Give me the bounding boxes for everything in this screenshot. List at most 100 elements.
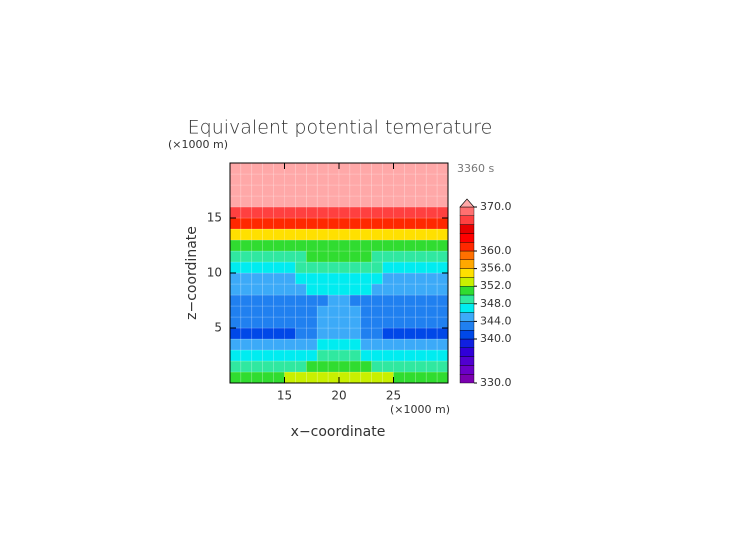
heat-cell: [262, 173, 274, 186]
heat-cell: [393, 162, 405, 175]
heat-cell: [251, 250, 264, 263]
heat-cell: [414, 239, 427, 252]
heat-cell: [262, 338, 274, 351]
colorbar-bin: [459, 215, 475, 225]
heat-cell: [316, 316, 329, 329]
heat-cell: [371, 283, 383, 296]
y-tick-label: 15: [207, 211, 222, 225]
heat-cell: [349, 239, 362, 252]
heat-cell: [262, 349, 274, 362]
heat-cell: [240, 305, 253, 318]
heat-cell: [251, 294, 264, 307]
heat-cell: [240, 173, 253, 186]
heat-cell: [229, 250, 242, 263]
heat-cell: [371, 272, 383, 285]
heat-cell: [240, 360, 253, 373]
heat-cell: [349, 360, 362, 373]
heat-cell: [262, 162, 274, 175]
heat-cell: [404, 250, 416, 263]
heat-cell: [414, 338, 427, 351]
heat-cell: [284, 173, 296, 186]
heat-cell: [371, 360, 383, 373]
heat-cell: [404, 228, 416, 241]
heat-cell: [316, 173, 329, 186]
heat-cell: [371, 349, 383, 362]
heat-cell: [229, 206, 242, 219]
heat-cell: [273, 195, 285, 208]
heat-cell: [425, 206, 438, 219]
heat-cell: [425, 228, 438, 241]
heat-cell: [284, 184, 296, 197]
heat-cell: [316, 349, 329, 362]
heat-cell: [393, 228, 405, 241]
heat-cell: [393, 316, 405, 329]
heat-cell: [414, 294, 427, 307]
heat-cell: [284, 305, 296, 318]
heat-cell: [436, 371, 449, 384]
chart-title: Equivalent potential temerature: [188, 117, 493, 139]
heat-cell: [295, 228, 307, 241]
heat-cell: [338, 162, 351, 175]
heat-cell: [284, 228, 296, 241]
heat-cell: [316, 338, 329, 351]
heat-cell: [273, 371, 285, 384]
heat-cell: [229, 173, 242, 186]
heat-cell: [327, 327, 340, 340]
heat-cell: [349, 316, 362, 329]
heat-cell: [240, 349, 253, 362]
heat-cell: [404, 327, 416, 340]
heat-cell: [229, 349, 242, 362]
heat-cell: [360, 239, 372, 252]
heat-cell: [436, 305, 449, 318]
heat-cell: [404, 162, 416, 175]
heat-cell: [316, 250, 329, 263]
heat-cell: [425, 195, 438, 208]
heat-cell: [382, 360, 394, 373]
heat-cell: [382, 371, 394, 384]
heat-cell: [327, 239, 340, 252]
heat-cell: [382, 173, 394, 186]
heat-cell: [393, 283, 405, 296]
heat-cell: [349, 261, 362, 274]
heat-cell: [382, 250, 394, 263]
heat-cell: [229, 272, 242, 285]
heat-cell: [284, 327, 296, 340]
heat-cell: [262, 360, 274, 373]
heat-cell: [262, 239, 274, 252]
heat-cell: [251, 206, 264, 219]
heat-cell: [393, 294, 405, 307]
heat-cell: [382, 283, 394, 296]
heat-cell: [382, 349, 394, 362]
heat-cell: [393, 371, 405, 384]
heat-cell: [349, 349, 362, 362]
heat-cell: [273, 261, 285, 274]
heat-cell: [338, 360, 351, 373]
heat-cell: [382, 338, 394, 351]
heat-cell: [273, 294, 285, 307]
colorbar-bin: [459, 294, 475, 305]
y-tick-label: 10: [207, 266, 222, 280]
heat-cell: [425, 338, 438, 351]
heat-cell: [414, 217, 427, 230]
heat-cell: [327, 206, 340, 219]
heat-cell: [436, 360, 449, 373]
heat-cell: [436, 162, 449, 175]
heat-cell: [273, 360, 285, 373]
colorbar-bin: [459, 374, 475, 384]
heat-cell: [414, 250, 427, 263]
heat-cell: [414, 360, 427, 373]
heat-cell: [316, 283, 329, 296]
heat-cell: [338, 327, 351, 340]
heat-cell: [251, 217, 264, 230]
heat-cell: [425, 327, 438, 340]
colorbar-label: 348.0: [480, 297, 512, 310]
heat-cell: [240, 206, 253, 219]
heat-cell: [251, 272, 264, 285]
heat-cell: [229, 261, 242, 274]
heat-cell: [425, 360, 438, 373]
heat-cell: [262, 228, 274, 241]
heat-cell: [360, 305, 372, 318]
heat-cell: [425, 250, 438, 263]
y-tick-label: 5: [214, 321, 222, 335]
colorbar-bin: [459, 233, 475, 243]
